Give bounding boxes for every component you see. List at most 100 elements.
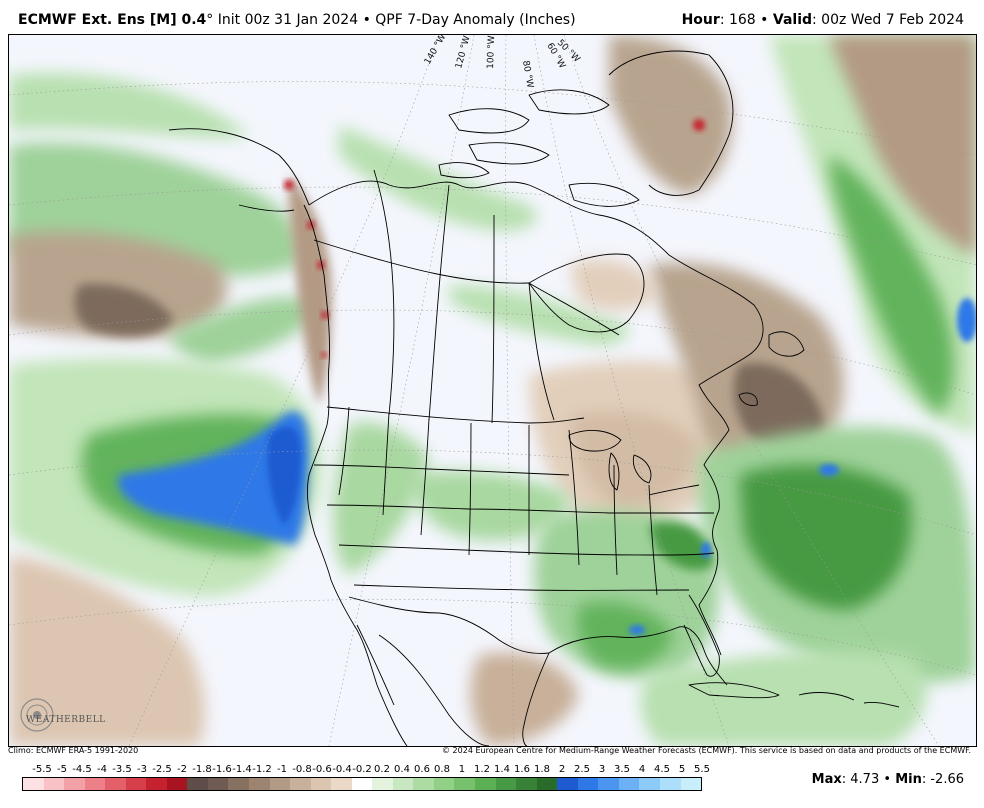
baja [356,624,395,706]
colorbar-swatch [557,778,578,790]
lon-label-100w: 100 °W [486,35,497,69]
colorbar-swatch [64,778,85,790]
colorbar-label: 1.6 [514,764,530,775]
colorbar-label: 1 [458,764,466,775]
colorbar: -5.5 -5 -4.5 -4 -3.5 -3 -2.5 -2 -1.8 -1.6 -1.4 -1.2… [22,764,710,794]
colorbar-swatch [207,778,229,790]
anomaly-map: 140 °W 120 °W 100 °W 80 °W 60 °W 50 °W [8,34,977,747]
colorbar-label: 5.5 [694,764,710,775]
logo-text: WEATHERBELL [26,715,106,725]
colorbar-label: -1.8 [192,764,212,775]
cuba [688,682,780,699]
florida [683,594,720,677]
footer: Climo: ECMWF ERA-5 1991-2020 © 2024 Euro… [8,746,975,758]
colorbar-swatch [331,778,352,790]
colorbar-label: 4 [638,764,646,775]
colorbar-swatch [413,778,434,790]
colorbar-label: 0.6 [414,764,430,775]
colorbar-swatch [43,778,65,790]
colorbar-label: -1.2 [252,764,272,775]
colorbar-swatch [187,778,208,790]
colorbar-label: -0.4 [332,764,352,775]
colorbar-swatch [249,778,270,790]
title: ECMWF Ext. Ens [M] 0.4° Init 00z 31 Jan … [18,12,576,28]
colorbar-swatch [536,778,558,790]
colorbar-swatch [516,778,537,790]
colorbar-swatch [228,778,250,790]
degree-symbol: ° [206,12,214,28]
colorbar-label: 4.5 [654,764,670,775]
colorbar-swatch [269,778,291,790]
colorbar-label: -5 [57,764,67,775]
colorbar-swatch [433,778,455,790]
bullet: • [883,772,892,787]
colorbar-label: 3 [598,764,606,775]
alaska-coast [168,128,310,206]
colorbar-swatch [84,778,106,790]
colorbar-swatches [22,777,702,791]
lake-huron [632,454,652,484]
colorbar-label: 2 [558,764,566,775]
colorbar-label: -0.8 [292,764,312,775]
colorbar-label: -5.5 [32,764,52,775]
min-value: : -2.66 [921,772,964,787]
colorbar-label: 0.8 [434,764,450,775]
us-mexico-border [348,596,550,654]
colorbar-swatch [577,778,599,790]
colorbar-swatch [454,778,476,790]
us-canada-border [326,406,585,424]
graticule [9,35,976,746]
colorbar-swatch [392,778,414,790]
colorbar-label: -4.5 [72,764,92,775]
colorbar-label: 0.2 [374,764,390,775]
header: ECMWF Ext. Ens [M] 0.4° Init 00z 31 Jan … [0,0,984,34]
lon-label-80w: 80 °W [520,60,535,89]
colorbar-label: 1.2 [474,764,490,775]
colorbar-swatch [618,778,640,790]
colorbar-label: -2.5 [152,764,172,775]
max-value: : 4.73 [841,772,880,787]
colorbar-swatch [475,778,496,790]
colorbar-label: 0.4 [394,764,410,775]
colorbar-swatch [372,778,393,790]
bullet: • [760,12,769,28]
east-coast [668,254,764,656]
colorbar-label: -1.4 [232,764,252,775]
valid-label: Valid [772,12,813,28]
init-time: Init 00z 31 Jan 2024 [217,12,359,28]
weatherbell-logo [20,698,54,732]
colorbar-swatch [105,778,126,790]
colorbar-label: -2 [177,764,187,775]
valid-value: : 00z Wed 7 Feb 2024 [812,12,964,28]
bullet: • [362,12,371,28]
colorbar-swatch [639,778,660,790]
colorbar-label: 1.4 [494,764,510,775]
colorbar-swatch [659,778,681,790]
colorbar-swatch [495,778,517,790]
hudson-bay [528,253,645,333]
colorbar-swatch [598,778,619,790]
lake-michigan [608,452,620,491]
colorbar-swatch [290,778,311,790]
climo-note: Climo: ECMWF ERA-5 1991-2020 [8,746,139,755]
hour-label: Hour [681,12,720,28]
hour-value: : 168 [719,12,756,28]
greenland-coast [608,50,734,196]
colorbar-swatch [125,778,147,790]
colorbar-label: 5 [678,764,686,775]
lake-erie [648,484,700,496]
anomaly-shading [9,35,976,746]
colorbar-label: -3 [137,764,147,775]
colorbar-swatch [146,778,167,790]
colorbar-label: -0.6 [312,764,332,775]
model-name: ECMWF Ext. Ens [M] 0.4 [18,12,207,28]
colorbar-label: 3.5 [614,764,630,775]
colorbar-swatch [310,778,332,790]
map-svg: 140 °W 120 °W 100 °W 80 °W 60 °W 50 °W [9,35,976,746]
max-label: Max [811,772,842,787]
pacific-coast [303,204,408,746]
product-name: QPF 7-Day Anomaly (Inches) [375,12,576,28]
colorbar-swatch [166,778,188,790]
colorbar-label: -3.5 [112,764,132,775]
colorbar-swatch [351,778,373,790]
